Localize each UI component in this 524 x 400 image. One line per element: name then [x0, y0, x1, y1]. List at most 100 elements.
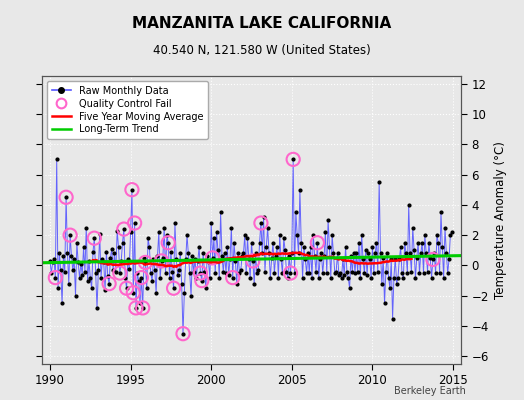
Point: [93, 305, 101, 311]
Point: [215, 274, 223, 281]
Point: [233, 280, 241, 287]
Point: [289, 156, 297, 162]
Point: [185, 270, 194, 276]
Point: [157, 258, 166, 264]
Point: [326, 274, 335, 281]
Point: [132, 305, 140, 311]
Point: [292, 209, 300, 216]
Point: [348, 268, 356, 275]
Point: [154, 253, 162, 260]
Point: [423, 268, 432, 275]
Point: [117, 258, 125, 264]
Point: [179, 330, 187, 337]
Point: [364, 250, 373, 256]
Point: [289, 156, 297, 162]
Point: [320, 253, 328, 260]
Point: [324, 217, 332, 223]
Point: [73, 240, 81, 246]
Point: [100, 259, 108, 266]
Point: [267, 255, 276, 261]
Point: [144, 235, 152, 241]
Point: [236, 267, 245, 273]
Point: [424, 240, 433, 246]
Point: [140, 255, 148, 261]
Point: [193, 258, 202, 264]
Point: [407, 268, 416, 275]
Point: [345, 285, 354, 292]
Point: [119, 226, 128, 232]
Point: [70, 256, 79, 263]
Point: [311, 253, 319, 260]
Point: [290, 270, 299, 276]
Point: [161, 270, 170, 276]
Point: [428, 274, 436, 281]
Point: [412, 255, 421, 261]
Point: [137, 274, 146, 281]
Point: [106, 255, 115, 261]
Point: [416, 270, 424, 276]
Point: [101, 286, 110, 293]
Point: [196, 270, 205, 276]
Point: [296, 186, 304, 193]
Point: [179, 330, 187, 337]
Point: [344, 274, 353, 281]
Point: [138, 305, 147, 311]
Point: [110, 250, 118, 256]
Point: [269, 240, 277, 246]
Point: [63, 250, 72, 256]
Point: [130, 220, 139, 226]
Point: [83, 278, 92, 284]
Point: [81, 268, 89, 275]
Point: [298, 274, 307, 281]
Point: [227, 224, 236, 231]
Point: [417, 250, 425, 256]
Point: [255, 240, 264, 246]
Point: [221, 250, 229, 256]
Point: [414, 240, 422, 246]
Point: [446, 232, 454, 238]
Point: [242, 270, 250, 276]
Point: [329, 250, 337, 256]
Point: [274, 274, 282, 281]
Point: [379, 255, 387, 261]
Text: Berkeley Earth: Berkeley Earth: [395, 386, 466, 396]
Point: [209, 255, 217, 261]
Point: [347, 253, 355, 260]
Point: [204, 259, 213, 266]
Point: [223, 244, 232, 250]
Point: [441, 224, 449, 231]
Legend: Raw Monthly Data, Quality Control Fail, Five Year Moving Average, Long-Term Tren: Raw Monthly Data, Quality Control Fail, …: [47, 81, 208, 139]
Point: [418, 240, 427, 246]
Point: [85, 258, 93, 264]
Point: [252, 250, 260, 256]
Point: [313, 240, 322, 246]
Point: [62, 194, 70, 200]
Point: [191, 256, 199, 263]
Point: [375, 179, 384, 185]
Point: [238, 253, 246, 260]
Point: [180, 290, 189, 296]
Point: [78, 271, 86, 278]
Point: [62, 194, 70, 200]
Point: [66, 232, 74, 238]
Point: [164, 240, 172, 246]
Point: [188, 253, 196, 260]
Point: [192, 274, 201, 281]
Point: [218, 253, 226, 260]
Point: [366, 256, 374, 263]
Point: [380, 300, 389, 306]
Point: [431, 270, 440, 276]
Point: [369, 270, 378, 276]
Point: [198, 278, 206, 284]
Point: [88, 285, 96, 292]
Point: [209, 255, 217, 261]
Point: [198, 278, 206, 284]
Point: [169, 285, 178, 292]
Point: [77, 261, 85, 267]
Point: [266, 274, 275, 281]
Point: [202, 285, 210, 292]
Point: [129, 290, 137, 296]
Point: [341, 244, 350, 250]
Point: [257, 220, 265, 226]
Point: [132, 305, 140, 311]
